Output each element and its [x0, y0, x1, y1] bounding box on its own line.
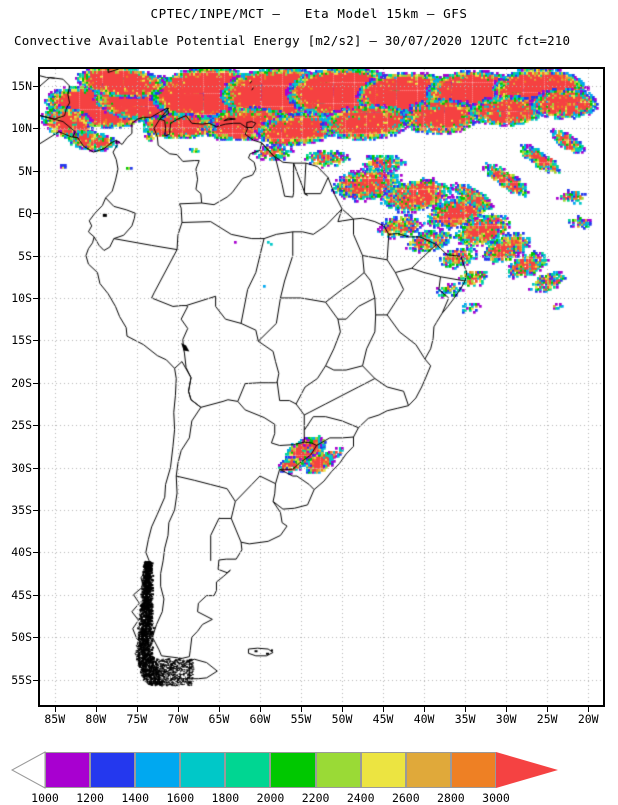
latitude-tick [33, 467, 38, 469]
longitude-tick [506, 707, 508, 712]
colorbar-label: 1000 [31, 791, 59, 805]
longitude-tick [588, 707, 590, 712]
longitude-label: 20W [577, 712, 599, 726]
longitude-tick [300, 707, 302, 712]
colorbar-label: 2000 [256, 791, 285, 805]
latitude-label: 25S [11, 418, 32, 433]
colorbar-label: 3000 [482, 791, 510, 805]
colorbar-cells [45, 752, 496, 788]
latitude-tick [33, 594, 38, 596]
latitude-label: EQ [18, 206, 32, 221]
colorbar-cell [315, 752, 361, 788]
latitude-tick [33, 297, 38, 299]
latitude-label: 5S [18, 248, 32, 263]
latitude-tick [33, 255, 38, 257]
colorbar-cell [45, 752, 91, 788]
colorbar-label: 2400 [346, 791, 375, 805]
colorbar-arrow [496, 752, 558, 788]
latitude-label: 35S [11, 502, 32, 517]
coastline-border-layer [40, 69, 603, 705]
longitude-label: 60W [249, 712, 271, 726]
longitude-tick [54, 707, 56, 712]
longitude-label: 70W [167, 712, 189, 726]
latitude-label: 55S [11, 672, 32, 687]
latitude-label: 10N [11, 121, 32, 136]
colorbar: 1000 1200 1400 1600 1800 2000 2200 2400 2600 2800… [0, 744, 618, 805]
latitude-tick [33, 128, 38, 130]
colorbar-cell [450, 752, 496, 788]
longitude-label: 75W [126, 712, 148, 726]
colorbar-cell [180, 752, 226, 788]
colorbar-cell [405, 752, 451, 788]
longitude-label: 35W [454, 712, 476, 726]
latitude-label: 45S [11, 587, 32, 602]
colorbar-label: 2200 [301, 791, 330, 805]
colorbar-label: 2600 [391, 791, 420, 805]
latitude-label: 5N [18, 163, 32, 178]
longitude-label: 85W [44, 712, 66, 726]
longitude-tick [177, 707, 179, 712]
latitude-label: 40S [11, 545, 32, 560]
longitude-tick [547, 707, 549, 712]
latitude-label: 30S [11, 460, 32, 475]
latitude-tick [33, 637, 38, 639]
longitude-label: 80W [85, 712, 107, 726]
longitude-label: 30W [495, 712, 517, 726]
map-plot-frame[interactable] [38, 67, 605, 707]
longitude-tick [383, 707, 385, 712]
latitude-label: 15S [11, 333, 32, 348]
longitude-tick [259, 707, 261, 712]
colorbar-cell [270, 752, 316, 788]
latitude-tick [33, 85, 38, 87]
colorbar-label: 1200 [76, 791, 104, 805]
longitude-tick [218, 707, 220, 712]
longitude-tick [465, 707, 467, 712]
colorbar-cell [360, 752, 406, 788]
longitude-tick [136, 707, 138, 712]
longitude-label: 55W [290, 712, 312, 726]
latitude-label: 10S [11, 290, 32, 305]
latitude-tick [33, 382, 38, 384]
model-title: CPTEC/INPE/MCT — Eta Model 15km — GFS [150, 6, 468, 21]
colorbar-label: 1800 [211, 791, 240, 805]
latitude-tick [33, 679, 38, 681]
latitude-label: 20S [11, 375, 32, 390]
colorbar-cell [135, 752, 181, 788]
longitude-label: 45W [372, 712, 394, 726]
colorbar-cell [225, 752, 271, 788]
longitude-tick [424, 707, 426, 712]
latitude-label: 50S [11, 630, 32, 645]
longitude-tick [342, 707, 344, 712]
latitude-tick [33, 509, 38, 511]
colorbar-label: 1400 [121, 791, 150, 805]
colorbar-cell [90, 752, 136, 788]
latitude-tick [33, 340, 38, 342]
longitude-label: 50W [331, 712, 353, 726]
longitude-label: 40W [413, 712, 435, 726]
longitude-label: 65W [208, 712, 230, 726]
colorbar-label: 1600 [166, 791, 195, 805]
latitude-tick [33, 213, 38, 215]
longitude-tick [95, 707, 97, 712]
latitude-label: 15N [11, 78, 32, 93]
latitude-tick [33, 425, 38, 427]
longitude-label: 25W [536, 712, 558, 726]
latitude-tick [33, 552, 38, 554]
latitude-tick [33, 170, 38, 172]
colorbar-arrow [10, 751, 46, 789]
colorbar-label: 2800 [437, 791, 465, 805]
field-title: Convective Available Potential Energy [m… [14, 33, 571, 48]
